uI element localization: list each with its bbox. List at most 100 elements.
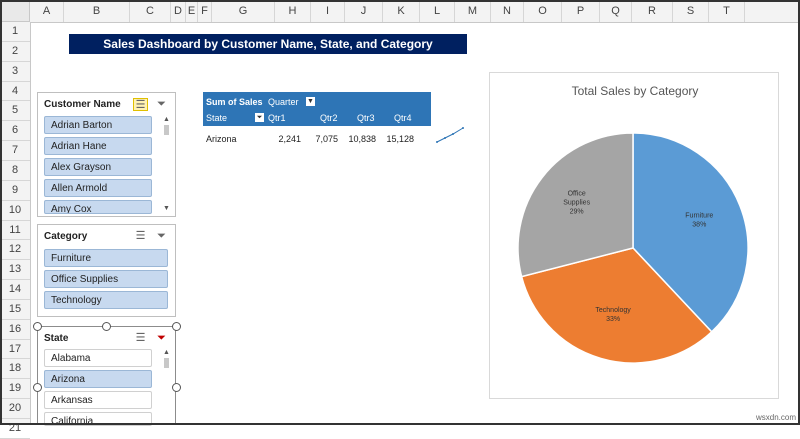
scroll-up-icon[interactable]: ▲ — [163, 349, 170, 356]
row-header-4[interactable]: 4 — [0, 82, 30, 102]
sparkline — [436, 127, 464, 143]
row-header-5[interactable]: 5 — [0, 101, 30, 122]
column-header-t[interactable]: T — [709, 0, 745, 22]
column-header-n[interactable]: N — [491, 0, 524, 22]
pie-slice-technology[interactable] — [520, 247, 713, 364]
column-header-j[interactable]: J — [345, 0, 383, 22]
slicer-item[interactable]: Alabama — [44, 349, 152, 367]
slicer-header: State — [44, 333, 69, 344]
row-header-3[interactable]: 3 — [0, 62, 30, 82]
slicer-scrollbar[interactable]: ▲ — [162, 349, 171, 424]
column-header-f[interactable]: F — [198, 0, 212, 22]
pivot-values-label: Sum of Sales — [206, 97, 263, 107]
row-header-7[interactable]: 7 — [0, 141, 30, 161]
pivot-cell[interactable]: 15,128 — [386, 134, 414, 144]
row-header-15[interactable]: 15 — [0, 300, 30, 320]
resize-handle[interactable] — [172, 322, 181, 331]
row-header-19[interactable]: 19 — [0, 379, 30, 400]
column-header-l[interactable]: L — [420, 0, 455, 22]
column-header-s[interactable]: S — [673, 0, 709, 22]
row-header-21[interactable]: 21 — [0, 419, 30, 439]
slicer-item[interactable]: Office Supplies — [44, 270, 168, 288]
slicer-item[interactable]: Technology — [44, 291, 168, 309]
pie-data-label: Furniture 38% — [685, 212, 713, 228]
slicer-item[interactable]: Furniture — [44, 249, 168, 267]
pivot-quarter-header: Qtr4 — [394, 113, 412, 123]
pivot-cell[interactable]: 10,838 — [348, 134, 376, 144]
slicer-item[interactable]: Allen Armold — [44, 179, 152, 197]
scroll-up-icon[interactable]: ▲ — [163, 116, 170, 123]
slicer-item[interactable]: Adrian Hane — [44, 137, 152, 155]
column-header-m[interactable]: M — [455, 0, 491, 22]
column-header-e[interactable]: E — [186, 0, 198, 22]
column-filter-dropdown-icon[interactable]: ▼ — [306, 97, 315, 106]
column-header-a[interactable]: A — [30, 0, 64, 22]
column-header-k[interactable]: K — [383, 0, 420, 22]
column-header-p[interactable]: P — [562, 0, 600, 22]
multi-select-icon[interactable]: ☰ — [135, 230, 146, 242]
clear-filter-icon[interactable]: ⏷ — [157, 98, 166, 110]
slicer-item[interactable]: Arkansas — [44, 391, 152, 409]
pie-svg: Furniture 38% Technology 33% Office Supplies 2… — [517, 132, 749, 364]
column-header-r[interactable]: R — [632, 0, 673, 22]
scroll-down-icon[interactable]: ▼ — [163, 205, 170, 212]
slicer-item[interactable]: Amy Cox — [44, 200, 152, 214]
dashboard-title: Sales Dashboard by Customer Name, State,… — [69, 34, 467, 54]
resize-handle[interactable] — [172, 383, 181, 392]
column-header-d[interactable]: D — [171, 0, 186, 22]
column-header-h[interactable]: H — [275, 0, 311, 22]
row-header-1[interactable]: 1 — [0, 22, 30, 42]
column-header-i[interactable]: I — [311, 0, 345, 22]
slicer-item[interactable]: California — [44, 412, 152, 426]
slicer-item-selected[interactable]: Arizona — [44, 370, 152, 388]
row-header-16[interactable]: 16 — [0, 320, 30, 340]
resize-handle[interactable] — [33, 383, 42, 392]
slicer-item[interactable]: Alex Grayson — [44, 158, 152, 176]
row-header-6[interactable]: 6 — [0, 121, 30, 142]
slicer-scrollbar[interactable]: ▲ ▼ — [162, 116, 171, 212]
scroll-thumb[interactable] — [164, 125, 169, 135]
row-header-10[interactable]: 10 — [0, 201, 30, 221]
column-header-b[interactable]: B — [64, 0, 130, 22]
column-header-o[interactable]: O — [524, 0, 562, 22]
pie-chart[interactable]: Total Sales by Category Furniture 38% Tech… — [489, 72, 779, 399]
slicer-item[interactable]: Adrian Barton — [44, 116, 152, 134]
select-all-corner[interactable] — [0, 0, 30, 22]
pie-slice-furniture[interactable] — [632, 132, 749, 333]
clear-filter-icon[interactable]: ⏷ — [157, 332, 166, 344]
column-header-c[interactable]: C — [130, 0, 171, 22]
pie-data-label: Office Supplies 29% — [563, 190, 590, 215]
pivot-row-label[interactable]: Arizona — [206, 134, 237, 144]
state-slicer[interactable]: State ☰ ⏷ Alabama Arizona Arkansas Calif… — [37, 326, 176, 426]
row-header-14[interactable]: 14 — [0, 280, 30, 300]
row-header-11[interactable]: 11 — [0, 221, 30, 241]
row-header-18[interactable]: 18 — [0, 359, 30, 380]
multi-select-icon[interactable]: ☰ — [135, 332, 146, 344]
column-header-q[interactable]: Q — [600, 0, 632, 22]
pivot-cell[interactable]: 2,241 — [278, 134, 301, 144]
clear-filter-icon[interactable]: ⏷ — [157, 230, 166, 242]
row-header-20[interactable]: 20 — [0, 399, 30, 420]
column-header-g[interactable]: G — [212, 0, 275, 22]
pivot-column-field: Quarter — [268, 97, 299, 107]
row-header-8[interactable]: 8 — [0, 161, 30, 181]
category-slicer[interactable]: Category ☰ ⏷ Furniture Office Supplies T… — [37, 224, 176, 317]
row-header-2[interactable]: 2 — [0, 42, 30, 62]
pivot-cell[interactable]: 7,075 — [315, 134, 338, 144]
row-header-17[interactable]: 17 — [0, 340, 30, 360]
pie-slice-office-supplies[interactable] — [517, 132, 634, 278]
customer-name-slicer[interactable]: Customer Name ☰ ⏷ Adrian Barton Adrian H… — [37, 92, 176, 217]
row-filter-icon[interactable]: ⏷ — [255, 113, 264, 122]
row-header-13[interactable]: 13 — [0, 260, 30, 281]
row-header-bar: 1 2 3 4 5 6 7 8 9 10 11 12 13 14 15 16 17 18 19 20 21 — [0, 22, 31, 439]
pie-data-label: Technology 33% — [595, 307, 631, 323]
resize-handle[interactable] — [102, 322, 111, 331]
row-header-12[interactable]: 12 — [0, 240, 30, 261]
pivot-quarter-header: Qtr1 — [268, 113, 286, 123]
scroll-thumb[interactable] — [164, 358, 169, 368]
multi-select-icon[interactable]: ☰ — [133, 98, 148, 111]
resize-handle[interactable] — [33, 322, 42, 331]
row-header-9[interactable]: 9 — [0, 181, 30, 201]
